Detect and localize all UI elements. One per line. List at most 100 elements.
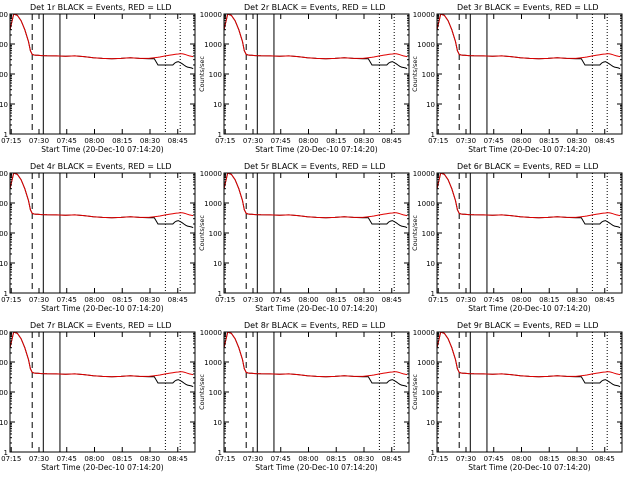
y-tick-label: 100 <box>209 230 222 238</box>
y-tick-label: 1000 <box>204 41 222 49</box>
x-tick-label: 07:45 <box>57 455 77 463</box>
y-tick-label: 10000 <box>200 329 222 337</box>
plot-frame <box>9 331 196 453</box>
x-axis: 07:15 07:30 07:45 08:00 08:15 08:30 08:45 <box>1 14 188 145</box>
series-line-lld <box>224 332 408 378</box>
x-tick-label: 08:15 <box>112 296 132 304</box>
x-axis-title: Start Time (20-Dec-10 07:14:20) <box>255 145 377 154</box>
y-tick-label: 1000 <box>0 41 8 49</box>
x-tick-label: 07:45 <box>57 296 77 304</box>
series-group <box>437 173 621 229</box>
x-tick-label: 07:15 <box>215 137 235 145</box>
series-line-lld <box>224 14 408 60</box>
x-tick-label: 07:45 <box>271 137 291 145</box>
y-tick-label: 10000 <box>200 11 222 19</box>
plot-frame <box>436 331 623 453</box>
y-axis: 1 10 100 1000 10000 <box>0 329 195 457</box>
series-group <box>437 332 621 388</box>
y-tick-label: 1000 <box>204 200 222 208</box>
time-markers <box>245 14 395 134</box>
y-tick-label: 1 <box>431 290 435 298</box>
x-axis-title: Start Time (20-Dec-10 07:14:20) <box>468 145 590 154</box>
x-tick-label: 08:15 <box>326 455 346 463</box>
y-tick-label: 1000 <box>204 359 222 367</box>
y-tick-label: 1000 <box>417 41 435 49</box>
x-axis-title: Start Time (20-Dec-10 07:14:20) <box>41 304 163 313</box>
x-tick-label: 08:30 <box>567 455 587 463</box>
chart-panel-det-1: Det 1r BLACK = Events, RED = LLD 1 10 100 10… <box>0 3 196 154</box>
x-axis-title: Start Time (20-Dec-10 07:14:20) <box>41 145 163 154</box>
x-tick-label: 07:45 <box>271 455 291 463</box>
y-tick-label: 100 <box>209 389 222 397</box>
chart-title: Det 3r BLACK = Events, RED = LLD <box>457 3 599 12</box>
chart-title: Det 1r BLACK = Events, RED = LLD <box>30 3 172 12</box>
x-tick-label: 07:30 <box>243 137 263 145</box>
y-axis-title: Counts/sec <box>198 56 206 92</box>
y-tick-label: 10000 <box>200 170 222 178</box>
chart-title: Det 9r BLACK = Events, RED = LLD <box>457 321 599 330</box>
y-tick-label: 1 <box>431 449 435 457</box>
x-axis: 07:15 07:30 07:45 08:00 08:15 08:30 08:45 <box>428 14 615 145</box>
x-tick-label: 07:30 <box>29 137 49 145</box>
x-axis-title: Start Time (20-Dec-10 07:14:20) <box>255 463 377 472</box>
x-axis-title: Start Time (20-Dec-10 07:14:20) <box>255 304 377 313</box>
x-tick-label: 08:15 <box>112 137 132 145</box>
plot-frame <box>223 172 410 294</box>
y-tick-label: 100 <box>0 71 8 79</box>
y-axis-title: Counts/sec <box>198 215 206 251</box>
y-tick-label: 10 <box>0 419 8 427</box>
x-tick-label: 08:00 <box>84 137 104 145</box>
y-tick-label: 1 <box>4 290 8 298</box>
x-tick-label: 07:30 <box>456 137 476 145</box>
x-axis: 07:15 07:30 07:45 08:00 08:15 08:30 08:45 <box>428 173 615 304</box>
series-group <box>437 14 621 70</box>
y-tick-label: 10000 <box>413 329 435 337</box>
x-tick-label: 08:30 <box>567 296 587 304</box>
plot-frame <box>223 13 410 135</box>
x-tick-label: 08:15 <box>326 296 346 304</box>
x-tick-label: 08:00 <box>298 296 318 304</box>
x-axis-title: Start Time (20-Dec-10 07:14:20) <box>468 304 590 313</box>
x-tick-label: 08:45 <box>382 296 402 304</box>
x-axis-title: Start Time (20-Dec-10 07:14:20) <box>468 463 590 472</box>
chart-title: Det 2r BLACK = Events, RED = LLD <box>244 3 386 12</box>
y-tick-label: 10000 <box>413 170 435 178</box>
x-tick-label: 08:30 <box>354 296 374 304</box>
x-tick-label: 07:15 <box>1 455 21 463</box>
chart-title: Det 7r BLACK = Events, RED = LLD <box>30 321 172 330</box>
x-tick-label: 07:15 <box>1 296 21 304</box>
x-tick-label: 07:45 <box>57 137 77 145</box>
y-tick-label: 10 <box>426 419 435 427</box>
y-tick-label: 1 <box>218 449 222 457</box>
x-tick-label: 08:30 <box>140 137 160 145</box>
x-axis: 07:15 07:30 07:45 08:00 08:15 08:30 08:45 <box>1 173 188 304</box>
x-tick-label: 08:45 <box>595 455 615 463</box>
time-markers <box>245 173 395 293</box>
chart-panel-det-4: Det 4r BLACK = Events, RED = LLD 1 10 100 10… <box>0 162 196 313</box>
chart-panel-det-6: Det 6r BLACK = Events, RED = LLD 1 10 100 10… <box>411 162 623 313</box>
y-tick-label: 1000 <box>417 359 435 367</box>
chart-title: Det 5r BLACK = Events, RED = LLD <box>244 162 386 171</box>
chart-panel-det-7: Det 7r BLACK = Events, RED = LLD 1 10 100 10… <box>0 321 196 472</box>
x-tick-label: 08:00 <box>511 296 531 304</box>
x-axis: 07:15 07:30 07:45 08:00 08:15 08:30 08:45 <box>428 332 615 463</box>
x-tick-label: 08:15 <box>112 455 132 463</box>
series-group <box>224 173 408 229</box>
y-tick-label: 10000 <box>0 11 8 19</box>
y-tick-label: 10 <box>0 101 8 109</box>
series-line-lld <box>10 14 194 60</box>
x-tick-label: 07:15 <box>1 137 21 145</box>
x-tick-label: 08:45 <box>382 137 402 145</box>
y-tick-label: 10 <box>426 101 435 109</box>
x-tick-label: 07:15 <box>428 455 448 463</box>
series-group <box>10 173 194 229</box>
x-tick-label: 08:45 <box>382 455 402 463</box>
y-tick-label: 10000 <box>0 329 8 337</box>
x-axis: 07:15 07:30 07:45 08:00 08:15 08:30 08:45 <box>215 332 402 463</box>
time-markers <box>31 173 181 293</box>
y-axis-title: Counts/sec <box>198 374 206 410</box>
chart-title: Det 8r BLACK = Events, RED = LLD <box>244 321 386 330</box>
x-tick-label: 08:15 <box>539 296 559 304</box>
chart-panel-det-5: Det 5r BLACK = Events, RED = LLD 1 10 100 10… <box>198 162 410 313</box>
x-tick-label: 07:30 <box>243 455 263 463</box>
